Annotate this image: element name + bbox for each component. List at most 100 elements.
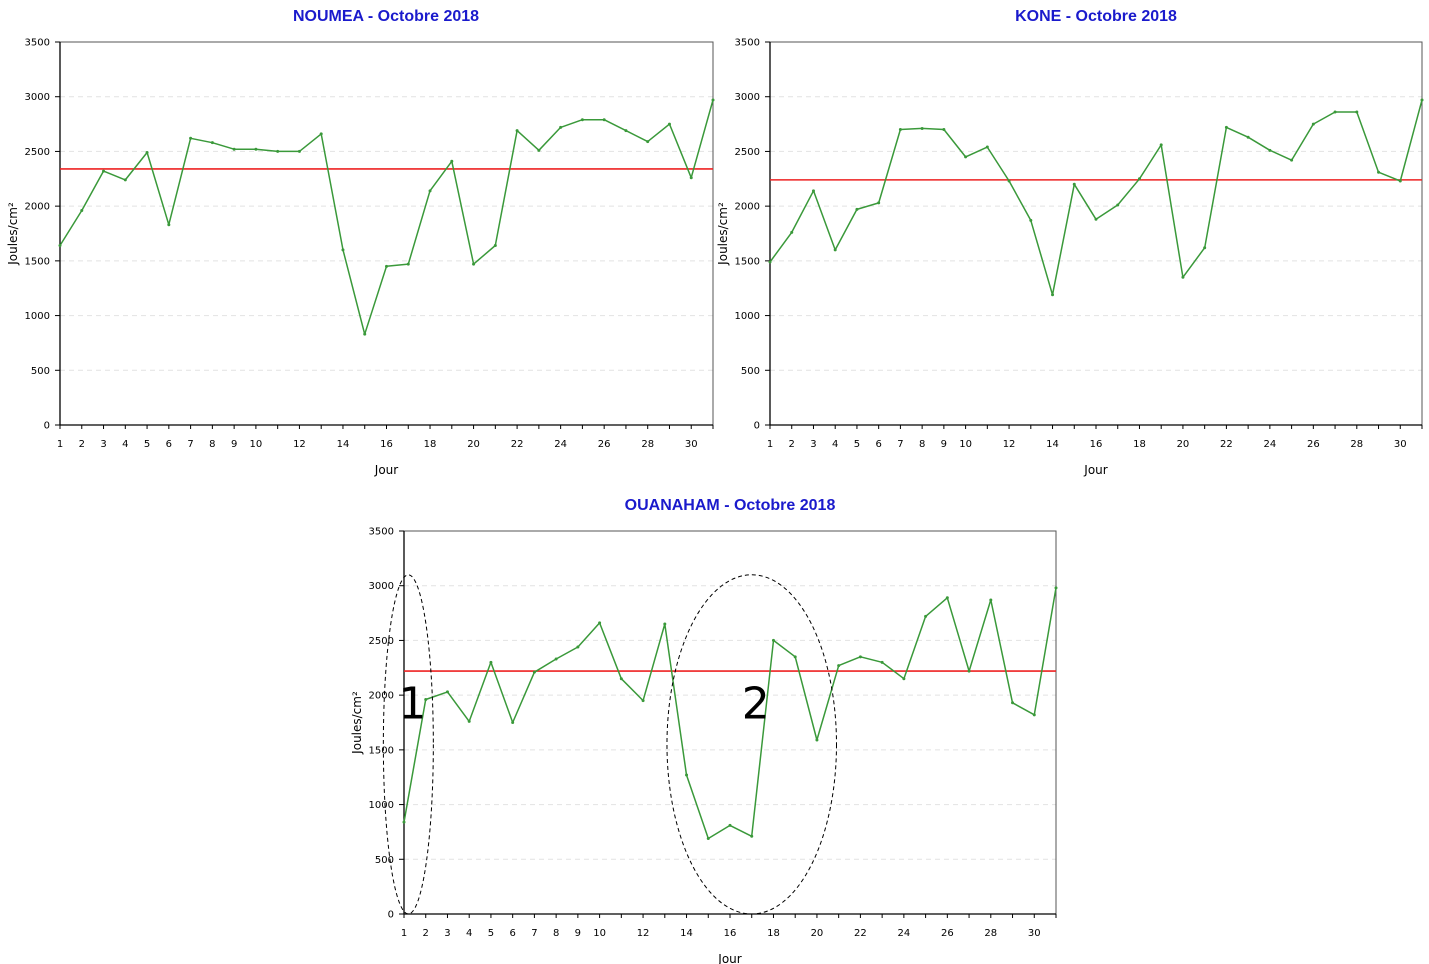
data-point	[1159, 143, 1163, 147]
x-tick-label: 14	[680, 928, 693, 939]
data-point	[363, 332, 367, 336]
data-point	[646, 140, 650, 144]
data-point	[580, 118, 584, 122]
x-tick-label: 5	[488, 928, 494, 939]
data-point	[167, 223, 171, 227]
data-point	[445, 690, 449, 694]
data-point	[297, 149, 301, 153]
series-line	[59, 99, 714, 335]
data-point	[254, 147, 258, 151]
x-tick-label: 10	[959, 439, 972, 450]
data-point	[489, 660, 493, 664]
x-tick-label: 8	[919, 439, 925, 450]
y-tick-label: 3500	[25, 38, 50, 49]
x-tick-label: 1	[401, 928, 407, 939]
data-point	[1137, 177, 1141, 181]
y-tick-label: 1000	[369, 800, 394, 811]
chart-title: OUANAHAM - Octobre 2018	[625, 497, 836, 514]
x-tick-label: 2	[423, 928, 429, 939]
data-point	[945, 596, 949, 600]
data-point	[1032, 713, 1036, 717]
data-point	[406, 262, 410, 266]
x-tick-label: 22	[854, 928, 867, 939]
x-tick-label: 12	[293, 439, 306, 450]
y-tick-label: 500	[31, 366, 50, 377]
data-point	[793, 655, 797, 659]
annotation-label: 2	[742, 679, 770, 730]
data-point	[898, 128, 902, 132]
data-point	[837, 664, 841, 668]
data-point	[711, 98, 715, 102]
annotation-ellipse	[382, 574, 434, 915]
data-point	[728, 823, 732, 827]
y-tick-label: 2000	[25, 202, 50, 213]
y-tick-label: 2500	[25, 147, 50, 158]
data-point	[811, 189, 815, 193]
data-point	[1094, 217, 1098, 221]
x-tick-label: 6	[509, 928, 515, 939]
x-tick-label: 14	[1046, 439, 1059, 450]
x-tick-label: 16	[724, 928, 737, 939]
x-tick-label: 16	[1090, 439, 1103, 450]
data-point	[598, 621, 602, 625]
x-tick-label: 3	[810, 439, 816, 450]
data-point	[920, 126, 924, 130]
x-tick-label: 30	[1028, 928, 1041, 939]
y-tick-label: 0	[44, 421, 50, 432]
data-point	[210, 141, 214, 145]
data-point	[1311, 122, 1315, 126]
annotation-ellipse	[666, 574, 837, 915]
data-point	[964, 155, 968, 159]
data-point	[472, 262, 476, 266]
data-point	[80, 209, 84, 213]
x-tick-label: 18	[767, 928, 780, 939]
y-tick-label: 0	[754, 421, 760, 432]
y-tick-label: 3000	[735, 92, 760, 103]
y-tick-label: 3000	[25, 92, 50, 103]
x-tick-label: 26	[1307, 439, 1320, 450]
data-point	[750, 834, 754, 838]
plot-frame	[59, 41, 714, 426]
data-point	[1398, 179, 1402, 183]
data-point	[515, 129, 519, 133]
x-tick-label: 9	[941, 439, 947, 450]
x-tick-label: 14	[337, 439, 350, 450]
data-point	[145, 151, 149, 155]
data-point	[1355, 110, 1359, 114]
x-tick-label: 8	[553, 928, 559, 939]
chart-panel-2: KONE - Octobre 2018 0 500 1000 1500 2000 2500 3…	[716, 8, 1424, 477]
x-tick-label: 6	[166, 439, 172, 450]
data-point	[493, 244, 497, 248]
data-point	[424, 698, 428, 702]
data-point	[768, 260, 772, 264]
data-point	[667, 122, 671, 126]
data-point	[880, 660, 884, 664]
data-point	[1011, 701, 1015, 705]
data-point	[1051, 293, 1055, 297]
data-point	[102, 169, 106, 173]
x-axis-label: Jour	[374, 463, 398, 477]
data-point	[790, 230, 794, 234]
data-point	[341, 248, 345, 252]
data-point	[924, 614, 928, 618]
x-tick-label: 20	[1177, 439, 1190, 450]
x-tick-label: 4	[122, 439, 128, 450]
x-tick-label: 2	[79, 439, 85, 450]
x-tick-label: 9	[231, 439, 237, 450]
x-tick-label: 12	[1003, 439, 1016, 450]
data-point	[1246, 135, 1250, 139]
x-tick-label: 20	[811, 928, 824, 939]
y-axis-label: Joules/cm²	[6, 202, 20, 266]
data-point	[1181, 275, 1185, 279]
data-point	[641, 699, 645, 703]
data-point	[685, 773, 689, 777]
x-tick-label: 26	[598, 439, 611, 450]
data-point	[1377, 170, 1381, 174]
x-tick-label: 1	[767, 439, 773, 450]
data-point	[1268, 148, 1272, 152]
data-point	[815, 738, 819, 742]
data-point	[1224, 125, 1228, 129]
data-point	[1290, 158, 1294, 162]
x-tick-label: 16	[380, 439, 393, 450]
data-point	[532, 670, 536, 674]
